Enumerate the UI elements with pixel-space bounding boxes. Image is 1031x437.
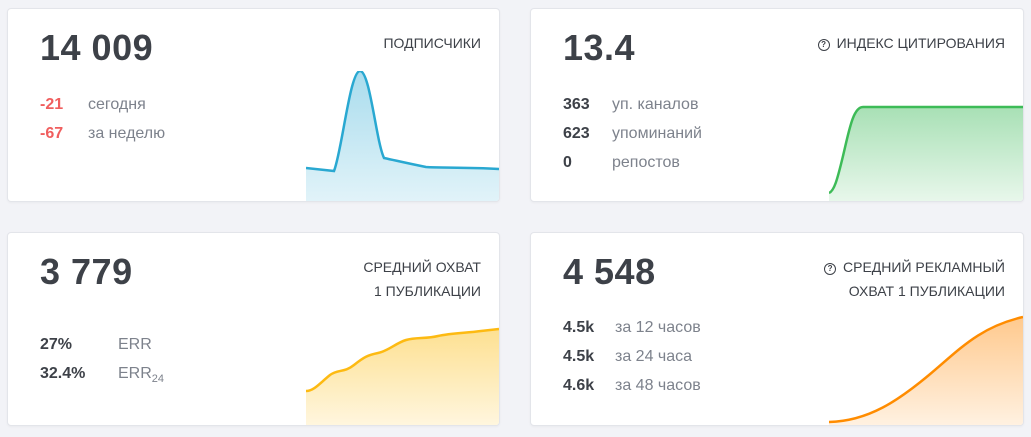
stat-row: 32.4% ERR24 [40, 359, 164, 388]
stat-value: 363 [563, 96, 590, 113]
title-line: ОХВАТ 1 ПУБЛИКАЦИИ [848, 283, 1005, 299]
stat-value: -21 [40, 96, 64, 113]
subscribers-title: ПОДПИСЧИКИ [383, 35, 481, 51]
stat-value: 0 [563, 154, 572, 171]
stat-label: за 48 часов [615, 377, 701, 394]
err-stats: 27% ERR 32.4% ERR24 [40, 330, 164, 388]
subscribers-sparkline [306, 71, 499, 201]
stat-row: 4.5k за 12 часов [563, 313, 701, 342]
stat-label: упоминаний [612, 125, 702, 142]
average-reach-card: 3 779 СРЕДНИЙ ОХВАТ 1 ПУБЛИКАЦИИ 27% ERR … [7, 232, 500, 426]
stat-row: -67 за неделю [40, 119, 165, 148]
stat-value: 32.4% [40, 365, 86, 382]
stat-row: -21 сегодня [40, 90, 165, 119]
stat-label: ERR [118, 336, 152, 353]
citation-stats: 363 уп. каналов 623 упоминаний 0 репостов [563, 90, 702, 177]
ad-reach-stats: 4.5k за 12 часов 4.5k за 24 часа 4.6k за 48… [563, 313, 701, 400]
citation-index-card: 13.4 ? ИНДЕКС ЦИТИРОВАНИЯ 363 уп. каналов … [530, 8, 1024, 202]
stat-row: 27% ERR [40, 330, 164, 359]
stat-label: репостов [612, 154, 680, 171]
stat-value: 4.6k [563, 377, 595, 394]
average-ad-reach-title: ? СРЕДНИЙ РЕКЛАМНЫЙ ОХВАТ 1 ПУБЛИКАЦИИ [824, 255, 1005, 303]
citation-sparkline [829, 105, 1023, 201]
stat-row: 0 репостов [563, 148, 702, 177]
help-icon[interactable]: ? [817, 39, 830, 51]
stat-value: 4.5k [563, 348, 595, 365]
title-line: 1 ПУБЛИКАЦИИ [373, 283, 481, 299]
stat-row: 363 уп. каналов [563, 90, 702, 119]
average-reach-sparkline [306, 327, 499, 425]
subscribers-card: 14 009 ПОДПИСЧИКИ -21 сегодня -67 за недел… [7, 8, 500, 202]
stat-value: 4.5k [563, 319, 595, 336]
stat-value: -67 [40, 125, 64, 142]
average-ad-reach-card: 4 548 ? СРЕДНИЙ РЕКЛАМНЫЙ ОХВАТ 1 ПУБЛИКА… [530, 232, 1024, 426]
subscribers-value: 14 009 [40, 27, 154, 68]
stat-value: 27% [40, 336, 73, 353]
stat-row: 4.5k за 24 часа [563, 342, 701, 371]
citation-index-title: ? ИНДЕКС ЦИТИРОВАНИЯ [817, 31, 1005, 55]
stat-row: 623 упоминаний [563, 119, 702, 148]
stat-label: за неделю [88, 125, 166, 142]
ad-reach-sparkline [829, 315, 1023, 425]
average-reach-value: 3 779 [40, 251, 133, 292]
subscribers-stats: -21 сегодня -67 за неделю [40, 90, 165, 148]
title-line: СРЕДНИЙ ОХВАТ [363, 259, 481, 275]
stat-label: сегодня [88, 96, 146, 113]
stat-value: 623 [563, 125, 590, 142]
stat-label: уп. каналов [612, 96, 699, 113]
stat-label: за 24 часа [615, 348, 693, 365]
average-ad-reach-value: 4 548 [563, 251, 656, 292]
stat-row: 4.6k за 48 часов [563, 371, 701, 400]
stat-label: за 12 часов [615, 319, 701, 336]
title-text: ИНДЕКС ЦИТИРОВАНИЯ [836, 35, 1005, 51]
help-icon[interactable]: ? [824, 263, 837, 275]
title-line: ? СРЕДНИЙ РЕКЛАМНЫЙ [824, 255, 1005, 279]
citation-index-value: 13.4 [563, 27, 636, 68]
average-reach-title: СРЕДНИЙ ОХВАТ 1 ПУБЛИКАЦИИ [363, 255, 481, 303]
stat-label: ERR24 [118, 365, 165, 385]
